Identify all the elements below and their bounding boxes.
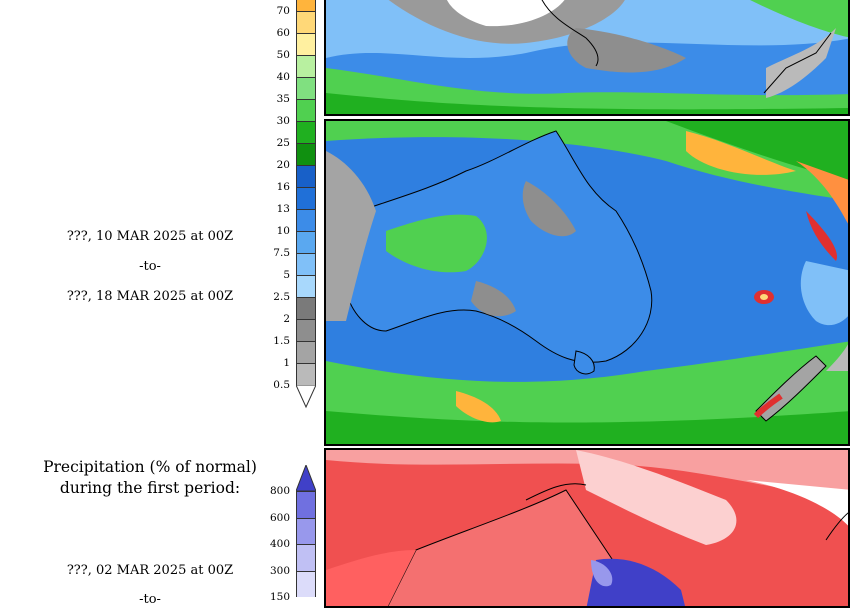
colorbar-segment (296, 187, 316, 209)
colorbar-tick-label: 70 (276, 5, 290, 17)
colorbar-segment (296, 165, 316, 187)
colorbar-segment (296, 231, 316, 253)
colorbar-high-arrow (296, 465, 316, 491)
colorbar-segment (296, 11, 316, 33)
map-panel-percent (324, 448, 850, 608)
colorbar-segment (296, 55, 316, 77)
colorbar-segment (296, 297, 316, 319)
colorbar-segment (296, 341, 316, 363)
colorbar-tick-label: 30 (276, 115, 290, 127)
colorbar-tick-label: 35 (276, 93, 290, 105)
colorbar-tick-label: 2.5 (273, 291, 290, 303)
colorbar-tick-label: 40 (276, 71, 290, 83)
colorbar-segment (296, 121, 316, 143)
percent-colorbar-tick-label: 600 (269, 511, 290, 524)
map-panel-main (324, 119, 850, 446)
colorbar-tick-label: 1 (283, 357, 290, 369)
percent-colorbar-segment (296, 517, 316, 544)
lower-title-line2: during the first period: (59, 479, 241, 497)
percent-map (326, 450, 848, 606)
precip-map-top (326, 0, 848, 114)
colorbar-tick-label: 20 (276, 159, 290, 171)
percent-colorbar (296, 465, 316, 600)
percent-colorbar-tick-label: 300 (269, 564, 290, 577)
precip-map-main (326, 121, 848, 444)
period-end: ???, 18 MAR 2025 at 00Z (66, 289, 234, 304)
colorbar-tick-label: 5 (283, 269, 290, 281)
lower-period-start: ???, 02 MAR 2025 at 00Z (66, 563, 234, 578)
colorbar-tick-label: 25 (276, 137, 290, 149)
colorbar-tick-label: 7.5 (273, 247, 290, 259)
percent-colorbar-segment (296, 544, 316, 571)
percent-colorbar-tick-label: 800 (269, 485, 290, 497)
colorbar-segment (296, 0, 316, 11)
colorbar-tick-label: 60 (276, 27, 290, 39)
colorbar-segment (296, 253, 316, 275)
colorbar-segment (296, 363, 316, 385)
colorbar-segment (296, 319, 316, 341)
period-start: ???, 10 MAR 2025 at 00Z (66, 229, 234, 244)
colorbar-segment (296, 143, 316, 165)
colorbar-segment (296, 33, 316, 55)
colorbar-tick-label: 10 (276, 225, 290, 237)
colorbar-segment (296, 209, 316, 231)
colorbar-segment (296, 99, 316, 121)
percent-colorbar-tick-label: 400 (269, 538, 290, 550)
period-separator: -to- (139, 259, 161, 274)
colorbar-segment (296, 275, 316, 297)
percent-colorbar-segment (296, 570, 316, 597)
colorbar-tick-label: 16 (276, 181, 290, 193)
colorbar-tick-label: 2 (283, 313, 290, 325)
precip-colorbar (296, 0, 316, 418)
map-panel-top (324, 0, 850, 116)
lower-title-line1: Precipitation (% of normal) (43, 458, 257, 476)
colorbar-segment (296, 77, 316, 99)
colorbar-tick-label: 13 (276, 203, 290, 215)
colorbar-low-arrow (296, 385, 316, 409)
colorbar-tick-label: 1.5 (273, 335, 290, 347)
colorbar-tick-label: 0.5 (273, 379, 290, 391)
colorbar-tick-label: 50 (276, 49, 290, 61)
percent-colorbar-segment (296, 491, 316, 518)
